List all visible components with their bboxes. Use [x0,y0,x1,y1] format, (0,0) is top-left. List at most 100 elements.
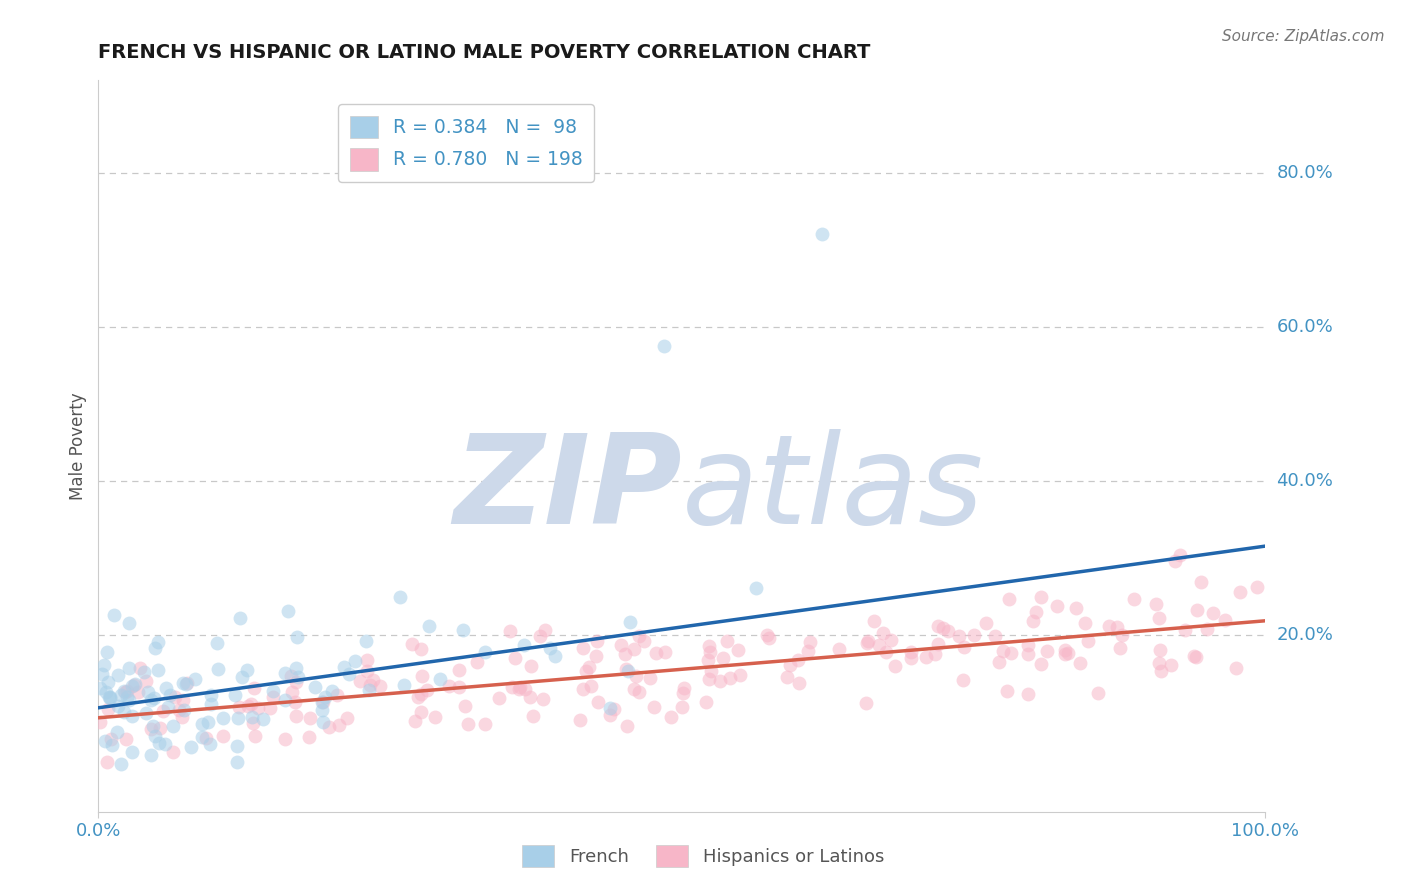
Point [121,679,143,693]
Point [697,640,720,654]
Point [229,611,252,625]
Point [585,634,607,648]
Point [856,636,879,650]
Point [118,661,141,675]
Point [728,668,751,682]
Point [627,684,650,698]
Point [1025,605,1047,619]
Point [1197,622,1219,636]
Point [89,714,111,729]
Point [243,681,266,695]
Point [718,672,741,686]
Point [146,635,169,649]
Point [139,693,162,707]
Point [638,671,661,685]
Point [709,674,731,689]
Point [1017,687,1039,701]
Point [700,664,723,678]
Point [575,665,598,679]
Point [212,711,235,725]
Point [155,681,177,695]
Point [875,645,897,659]
Text: 20.0%: 20.0% [1277,625,1333,644]
Point [623,642,645,657]
Point [1185,649,1208,664]
Point [508,682,530,697]
Point [457,716,479,731]
Point [519,658,541,673]
Point [392,678,415,692]
Point [114,685,136,699]
Point [699,645,721,659]
Point [931,621,953,635]
Point [207,663,229,677]
Point [139,722,162,736]
Point [343,654,366,668]
Point [336,711,359,725]
Point [1229,585,1251,599]
Point [128,660,150,674]
Point [522,709,544,723]
Point [513,638,536,652]
Point [1174,623,1197,637]
Point [1056,646,1078,660]
Point [100,731,122,746]
Point [135,706,157,720]
Point [991,644,1014,658]
Point [298,730,321,744]
Point [97,675,120,690]
Point [280,669,302,683]
Point [94,733,117,747]
Point [121,745,143,759]
Point [162,719,184,733]
Point [1036,644,1059,658]
Point [953,640,976,654]
Point [1164,554,1187,568]
Point [118,615,141,630]
Point [311,695,333,709]
Point [745,581,768,595]
Point [997,591,1019,606]
Point [124,677,146,691]
Point [110,756,132,771]
Point [936,624,959,639]
Point [1189,574,1212,589]
Point [408,690,430,704]
Point [359,682,381,697]
Point [110,688,132,702]
Point [231,670,253,684]
Point [1087,686,1109,700]
Point [170,710,193,724]
Point [1105,620,1128,634]
Point [779,658,801,673]
Point [328,718,350,732]
Point [758,632,780,646]
Point [370,680,392,694]
Point [337,667,360,681]
Point [672,686,695,700]
Point [190,716,212,731]
Point [855,696,877,710]
Text: Source: ZipAtlas.com: Source: ZipAtlas.com [1222,29,1385,44]
Point [1017,647,1039,661]
Point [1213,613,1236,627]
Legend: R = 0.384   N =  98, R = 0.780   N = 198: R = 0.384 N = 98, R = 0.780 N = 198 [339,104,593,182]
Point [135,674,157,689]
Point [94,685,117,699]
Point [529,629,551,643]
Point [1077,634,1099,648]
Point [89,681,111,696]
Point [409,705,432,719]
Point [122,678,145,692]
Point [312,695,335,709]
Point [501,680,523,694]
Point [274,731,297,746]
Point [828,641,851,656]
Point [280,684,302,698]
Point [711,650,734,665]
Point [474,716,496,731]
Point [242,716,264,731]
Point [418,619,440,633]
Point [287,670,309,684]
Point [112,706,135,720]
